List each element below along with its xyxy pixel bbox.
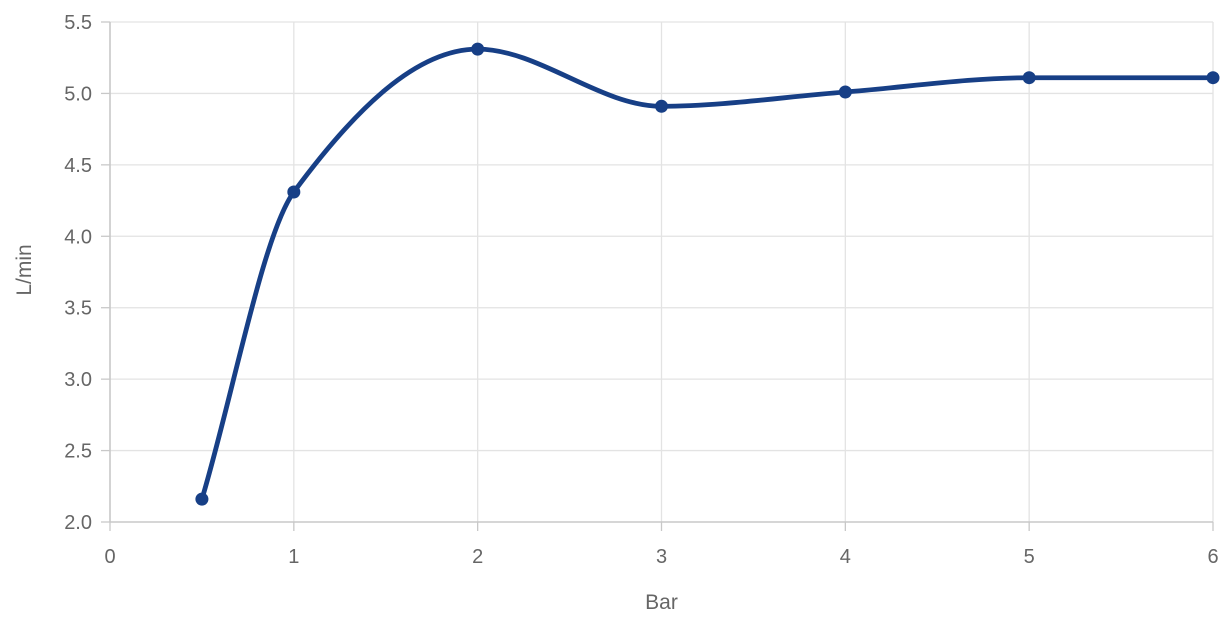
series-layer [199, 46, 1216, 502]
data-point [471, 42, 485, 56]
data-point [1022, 71, 1036, 85]
y-tick-label: 3.0 [64, 369, 92, 391]
y-tick-label: 4.0 [64, 226, 92, 248]
y-tick-label: 5.0 [64, 83, 92, 105]
y-tick-label: 2.5 [64, 441, 92, 463]
data-point [655, 99, 668, 113]
y-tick-label: 3.5 [64, 298, 92, 320]
x-axis-title: Bar [645, 591, 678, 614]
axes [101, 21, 1214, 531]
y-tick-label: 4.5 [64, 155, 92, 177]
grid [110, 21, 1214, 522]
x-tick-label: 3 [656, 546, 667, 568]
x-tick-label: 0 [104, 546, 115, 568]
x-tick-label: 1 [288, 546, 299, 568]
series-line [199, 46, 1216, 502]
y-tick-label: 2.0 [64, 512, 92, 534]
data-point [195, 492, 209, 506]
x-tick-label: 5 [1024, 546, 1035, 568]
x-tick-label: 6 [1207, 546, 1218, 568]
x-tick-label: 2 [472, 546, 483, 568]
y-tick-label: 5.5 [64, 12, 92, 34]
tick-labels: 0 1 2 3 4 5 6 2.0 2.5 3.0 3.5 4.0 4.5 5.0 5.5 [64, 12, 1218, 568]
y-axis-title: L/min [13, 244, 36, 295]
data-point [1206, 71, 1220, 85]
x-tick-label: 4 [840, 546, 851, 568]
data-point [838, 85, 852, 99]
data-point [287, 185, 301, 199]
data-points [195, 42, 1220, 506]
